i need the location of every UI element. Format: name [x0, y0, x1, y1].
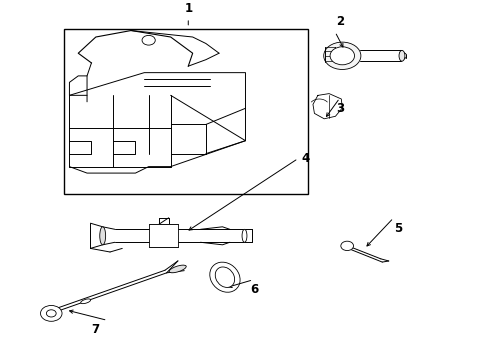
Text: 7: 7 [91, 323, 99, 336]
Ellipse shape [215, 267, 234, 287]
Text: 4: 4 [301, 152, 309, 165]
Circle shape [340, 241, 353, 251]
Circle shape [41, 306, 62, 321]
Ellipse shape [209, 262, 240, 292]
Ellipse shape [100, 227, 105, 245]
Circle shape [142, 35, 155, 45]
Bar [149, 224, 178, 247]
Circle shape [329, 47, 354, 65]
Circle shape [46, 310, 56, 317]
Text: 2: 2 [335, 15, 343, 28]
Ellipse shape [81, 299, 90, 303]
Text: 5: 5 [394, 222, 402, 235]
Text: 3: 3 [335, 102, 343, 114]
Ellipse shape [169, 265, 186, 273]
Circle shape [323, 42, 360, 69]
Bar [63, 29, 307, 194]
Text: 6: 6 [250, 283, 258, 296]
Ellipse shape [398, 50, 404, 61]
Ellipse shape [242, 229, 246, 242]
Text: 1: 1 [184, 3, 192, 15]
